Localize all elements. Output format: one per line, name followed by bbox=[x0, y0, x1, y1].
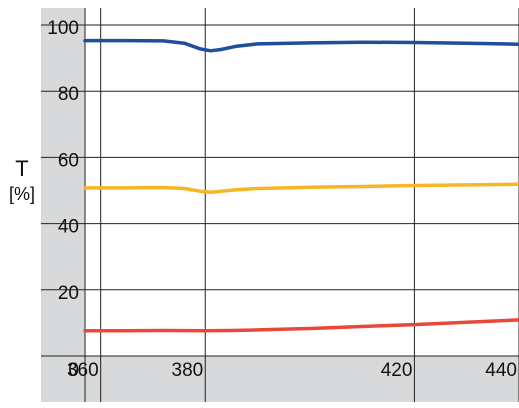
x-tick-label-420: 420 bbox=[381, 360, 413, 381]
y-tick-label-0: 0 bbox=[68, 360, 79, 381]
y-tick-label-60: 60 bbox=[58, 150, 79, 171]
y-tick-label-20: 20 bbox=[58, 283, 79, 304]
y-tick-label-100: 100 bbox=[47, 18, 79, 39]
x-tick-label-360: 360 bbox=[67, 360, 99, 381]
series-layer bbox=[83, 38, 519, 333]
y-tick-labels: 0 20 40 60 80 100 bbox=[47, 18, 79, 381]
x-axis-gutter bbox=[41, 356, 519, 402]
y-axis-gutter bbox=[41, 8, 85, 356]
plot-area bbox=[85, 8, 519, 356]
series-line-2 bbox=[83, 182, 519, 194]
y-axis-unit: [%] bbox=[9, 184, 35, 204]
y-tick-label-40: 40 bbox=[58, 217, 79, 238]
x-tick-label-380: 380 bbox=[172, 360, 204, 381]
grid-lines bbox=[41, 8, 519, 402]
x-tick-label-440: 440 bbox=[485, 360, 517, 381]
y-tick-label-80: 80 bbox=[58, 84, 79, 105]
x-tick-labels: 360 380 420 440 bbox=[67, 360, 517, 381]
series-line-3 bbox=[83, 318, 519, 333]
series-line-1 bbox=[83, 38, 519, 53]
y-axis-label: T bbox=[15, 156, 28, 181]
